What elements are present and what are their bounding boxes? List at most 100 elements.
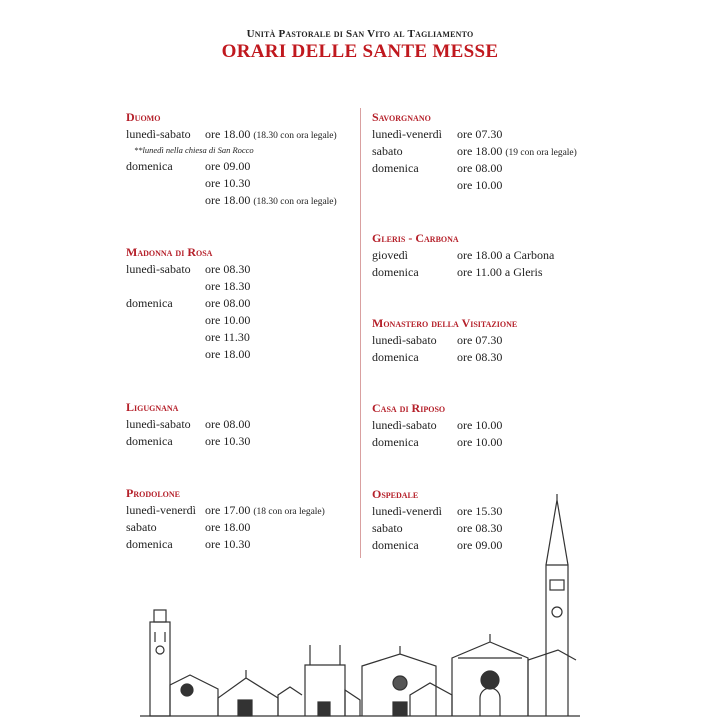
mass-time: ore 18.00 <box>205 127 251 141</box>
schedule-day: lunedì-venerdì <box>126 503 196 517</box>
daylight-saving-note: (18.30 con ora legale) <box>253 197 337 207</box>
schedule-time: ore 10.00 <box>205 312 250 329</box>
daylight-saving-note: (18.30 con ora legale) <box>253 131 337 141</box>
mass-time: ore 10.00 <box>457 435 503 449</box>
church-section: Duomo lunedì-sabato ore 18.00 (18.30 con o… <box>126 109 337 209</box>
schedule-time: ore 07.30 <box>457 126 502 143</box>
schedule-time: ore 18.30 <box>205 278 250 295</box>
schedule-row: giovedì ore 18.00 a Carbona <box>372 247 554 264</box>
church-section: Savorgnano lunedì-venerdì ore 07.30 sabato o… <box>372 109 577 194</box>
schedule-time: ore 11.00 a Gleris <box>457 264 543 281</box>
mass-time: ore 08.30 <box>457 350 503 364</box>
schedule-day: lunedì-sabato <box>372 333 437 347</box>
mass-time: ore 08.30 <box>457 521 503 535</box>
schedule-day: domenica <box>372 538 419 552</box>
schedule-time: ore 08.00 <box>205 295 250 312</box>
schedule-row: ore 18.00 <box>126 346 250 363</box>
schedule-time: ore 08.30 <box>457 520 502 537</box>
schedule-day: sabato <box>372 521 403 535</box>
schedule-time: ore 17.00 (18 con ora legale) <box>205 502 325 521</box>
church-name: Monastero della Visitazione <box>372 316 518 330</box>
church-section: Monastero della Visitazione lunedì-sabato… <box>372 315 517 366</box>
schedule-row: lunedì-sabato ore 18.00 (18.30 con ora le… <box>126 126 337 143</box>
schedule-day: lunedì-sabato <box>126 417 191 431</box>
schedule-time: ore 18.00 (18.30 con ora legale) <box>205 192 337 211</box>
church-name: Madonna di Rosa <box>126 245 213 259</box>
mass-time: ore 10.30 <box>205 176 251 190</box>
schedule-row: sabato ore 08.30 <box>372 520 502 537</box>
mass-time: ore 11.30 <box>205 330 250 344</box>
schedule-time: ore 10.00 <box>457 177 502 194</box>
page-title: ORARI DELLE SANTE MESSE <box>221 41 499 62</box>
mass-time: ore 08.00 <box>457 161 503 175</box>
schedule-time: ore 08.00 <box>205 416 250 433</box>
mass-time: ore 10.00 <box>457 418 503 432</box>
mass-time: ore 07.30 <box>457 127 503 141</box>
schedule-time: ore 18.00 (19 con ora legale) <box>457 143 577 162</box>
schedule-day: domenica <box>126 537 173 551</box>
parish-unit-name: Unità Pastorale di San Vito al Tagliamen… <box>246 28 474 40</box>
schedule-time: ore 18.00 <box>205 346 250 363</box>
schedule-row: lunedì-sabato ore 07.30 <box>372 332 517 349</box>
mass-time: ore 10.30 <box>205 537 251 551</box>
daylight-saving-note: (18 con ora legale) <box>253 507 325 517</box>
mass-time: ore 08.30 <box>205 262 251 276</box>
schedule-time: ore 09.00 <box>205 158 250 175</box>
schedule-row: sabato ore 18.00 (19 con ora legale) <box>372 143 577 160</box>
schedule-row: lunedì-sabato ore 08.00 <box>126 416 250 433</box>
church-name: Prodolone <box>126 486 181 500</box>
schedule-time: ore 10.30 <box>205 433 250 450</box>
schedule-day: sabato <box>372 144 403 158</box>
schedule-row: domenica ore 08.00 <box>372 160 502 177</box>
schedule-row: domenica ore 09.00 <box>126 158 254 175</box>
schedule-day: domenica <box>372 350 419 364</box>
church-section: Madonna di Rosa lunedì-sabato ore 08.30 ore… <box>126 244 250 363</box>
mass-time: ore 08.00 <box>205 417 251 431</box>
mass-time: ore 09.00 <box>205 159 251 173</box>
schedule-time: ore 10.00 <box>457 417 502 434</box>
schedule-day: domenica <box>372 435 419 449</box>
schedule-day: lunedì-venerdì <box>372 504 442 518</box>
schedule-row: domenica ore 08.30 <box>372 349 517 366</box>
mass-time: ore 17.00 <box>205 503 251 517</box>
church-name: Ospedale <box>372 487 419 501</box>
schedule-row: lunedì-venerdì ore 17.00 (18 con ora lega… <box>126 502 325 519</box>
church-name: Duomo <box>126 110 161 124</box>
mass-time: ore 18.00 <box>205 193 251 207</box>
mass-time: ore 11.00 a Gleris <box>457 265 543 279</box>
mass-time: ore 18.00 <box>205 347 251 361</box>
mass-time: ore 10.30 <box>205 434 251 448</box>
schedule-time: ore 18.00 a Carbona <box>457 247 554 264</box>
church-name: Gleris - Carbona <box>372 231 459 245</box>
church-section: Ligugnana lunedì-sabato ore 08.00 domenica o… <box>126 399 250 450</box>
schedule-time: ore 15.30 <box>457 503 502 520</box>
church-name: Savorgnano <box>372 110 431 124</box>
schedule-day: domenica <box>372 265 419 279</box>
church-section: Ospedale lunedì-venerdì ore 15.30 sabato ore… <box>372 486 502 554</box>
schedule-day: lunedì-venerdì <box>372 127 442 141</box>
mass-time: ore 18.00 a Carbona <box>457 248 555 262</box>
schedule-day: lunedì-sabato <box>372 418 437 432</box>
schedule-day: sabato <box>126 520 157 534</box>
schedule-row: domenica ore 11.00 a Gleris <box>372 264 543 281</box>
schedule-day: lunedì-sabato <box>126 262 191 276</box>
schedule-day: domenica <box>126 434 173 448</box>
schedule-day: domenica <box>126 296 173 310</box>
schedule-time: ore 11.30 <box>205 329 250 346</box>
schedule-time: ore 08.00 <box>457 160 502 177</box>
mass-time: ore 18.00 <box>457 144 503 158</box>
daylight-saving-note: (19 con ora legale) <box>505 148 577 158</box>
mass-time: ore 08.00 <box>205 296 251 310</box>
schedule-day: domenica <box>126 159 173 173</box>
schedule-row: lunedì-sabato ore 08.30 <box>126 261 250 278</box>
schedule-row: ore 11.30 <box>126 329 250 346</box>
mass-time: ore 10.00 <box>205 313 251 327</box>
church-section: Prodolone lunedì-venerdì ore 17.00 (18 con… <box>126 485 325 553</box>
schedule-time: ore 08.30 <box>205 261 250 278</box>
schedule-day: domenica <box>372 161 419 175</box>
church-name: Casa di Riposo <box>372 401 446 415</box>
column-divider <box>360 108 361 558</box>
mass-time: ore 18.30 <box>205 279 251 293</box>
schedule-row: ore 18.00 (18.30 con ora legale) <box>126 192 337 209</box>
schedule-row: ore 10.00 <box>126 312 250 329</box>
